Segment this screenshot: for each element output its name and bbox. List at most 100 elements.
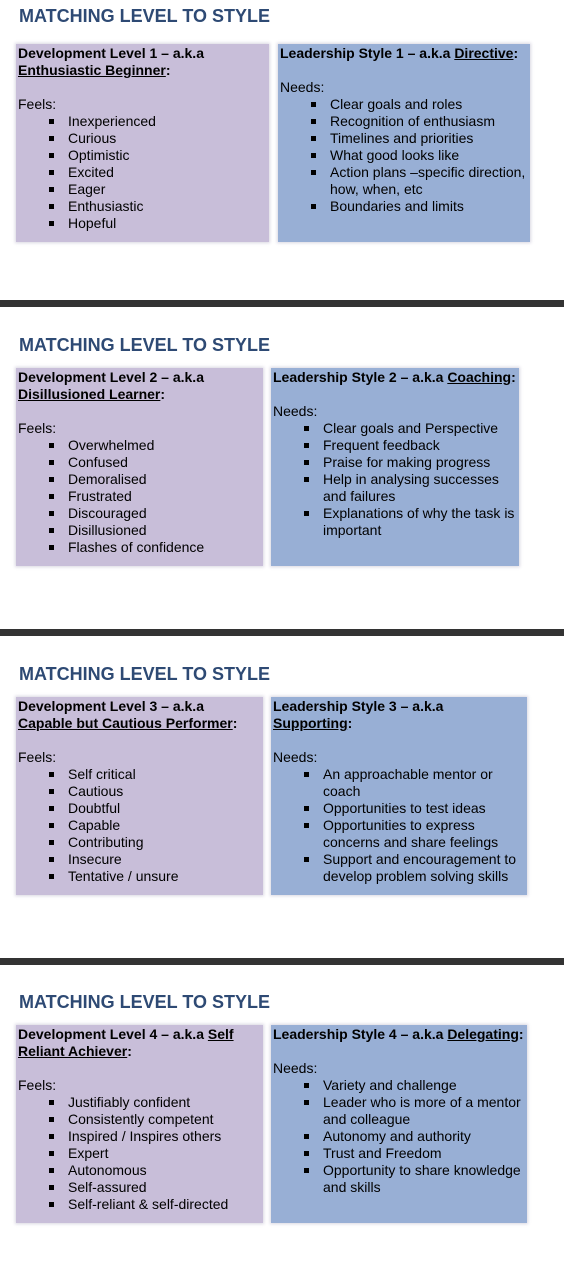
list-item: Tentative / unsure [48, 868, 261, 885]
heading-prefix: Development Level 3 – a.k.a [18, 698, 204, 714]
list-item: Self-assured [48, 1179, 261, 1196]
list-item: Opportunities to test ideas [303, 800, 525, 817]
leadership-style-name: Coaching [447, 369, 512, 385]
heading-prefix: Development Level 2 – a.k.a [18, 369, 204, 385]
needs-label: Needs: [273, 1060, 318, 1076]
leadership-style-heading: Leadership Style 3 – a.k.a Supporting: [273, 698, 525, 732]
heading-suffix: : [347, 715, 353, 731]
list-item: Opportunity to share knowledge and skill… [303, 1162, 525, 1196]
list-item: Confused [48, 454, 261, 471]
list-item: Support and encouragement to develop pro… [303, 851, 525, 885]
heading-suffix: : [513, 45, 519, 61]
feels-list: Self critical Cautious Doubtful Capable … [18, 766, 261, 885]
needs-label: Needs: [280, 79, 325, 95]
feels-list: Overwhelmed Confused Demoralised Frustra… [18, 437, 261, 556]
slide-2: MATCHING LEVEL TO STYLE Development Leve… [0, 329, 564, 629]
leadership-style-box: Leadership Style 2 – a.k.a Coaching: Nee… [271, 368, 519, 566]
list-item: Clear goals and roles [310, 96, 528, 113]
heading-prefix: Development Level 1 – a.k.a [18, 45, 204, 61]
development-level-heading: Development Level 1 – a.k.a Enthusiastic… [18, 45, 267, 79]
heading-suffix: : [511, 369, 516, 385]
list-item: Leader who is more of a mentor and colle… [303, 1094, 525, 1128]
list-item: Action plans –specific direction, how, w… [310, 164, 528, 198]
list-item: Cautious [48, 783, 261, 800]
needs-list: Clear goals and roles Recognition of ent… [280, 96, 528, 215]
list-item: Frequent feedback [303, 437, 517, 454]
heading-prefix: Leadership Style 1 – a.k.a [280, 45, 455, 61]
development-level-box: Development Level 3 – a.k.a Capable but … [16, 697, 263, 895]
slide-4: MATCHING LEVEL TO STYLE Development Leve… [0, 986, 564, 1286]
heading-prefix: Development Level 4 – a.k.a [18, 1026, 208, 1042]
slide-3: MATCHING LEVEL TO STYLE Development Leve… [0, 658, 564, 958]
list-item: An approachable mentor or coach [303, 766, 525, 800]
list-item: Variety and challenge [303, 1077, 525, 1094]
list-item: Demoralised [48, 471, 261, 488]
slide-divider [0, 629, 564, 636]
development-level-name: Enthusiastic Beginner [18, 62, 166, 78]
list-item: Overwhelmed [48, 437, 261, 454]
development-level-name: Self Reliant Achiever [18, 1026, 234, 1059]
needs-list: An approachable mentor or coach Opportun… [273, 766, 525, 885]
list-item: Enthusiastic [48, 198, 267, 215]
slide-title: MATCHING LEVEL TO STYLE [19, 992, 271, 1012]
leadership-style-box: Leadership Style 3 – a.k.a Supporting: N… [271, 697, 527, 895]
list-item: Boundaries and limits [310, 198, 528, 215]
slide-title: MATCHING LEVEL TO STYLE [19, 335, 271, 355]
development-level-box: Development Level 1 – a.k.a Enthusiastic… [16, 44, 269, 242]
list-item: Clear goals and Perspective [303, 420, 517, 437]
list-item: What good looks like [310, 147, 528, 164]
list-item: Excited [48, 164, 267, 181]
feels-label: Feels: [18, 749, 57, 765]
list-item: Capable [48, 817, 261, 834]
feels-label: Feels: [18, 1077, 57, 1093]
list-item: Contributing [48, 834, 261, 851]
development-level-heading: Development Level 3 – a.k.a Capable but … [18, 698, 261, 732]
list-item: Doubtful [48, 800, 261, 817]
list-item: Explanations of why the task is importan… [303, 505, 517, 539]
list-item: Expert [48, 1145, 261, 1162]
heading-prefix: Leadership Style 4 – a.k.a [273, 1026, 448, 1042]
feels-list: Justifiably confident Consistently compe… [18, 1094, 261, 1213]
feels-list: Inexperienced Curious Optimistic Excited… [18, 113, 267, 232]
development-level-heading: Development Level 2 – a.k.a Disillusione… [18, 369, 261, 403]
list-item: Recognition of enthusiasm [310, 113, 528, 130]
leadership-style-name: Delegating [447, 1026, 519, 1042]
development-level-heading: Development Level 4 – a.k.a Self Reliant… [18, 1026, 261, 1060]
heading-prefix: Leadership Style 3 – a.k.a [273, 698, 444, 714]
list-item: Autonomous [48, 1162, 261, 1179]
heading-suffix: : [127, 1043, 132, 1059]
list-item: Frustrated [48, 488, 261, 505]
slide-divider [0, 958, 564, 965]
leadership-style-heading: Leadership Style 2 – a.k.a Coaching: [273, 369, 517, 386]
list-item: Optimistic [48, 147, 267, 164]
needs-label: Needs: [273, 403, 318, 419]
leadership-style-heading: Leadership Style 1 – a.k.a Directive: [280, 45, 528, 62]
leadership-style-name: Directive [454, 45, 514, 61]
list-item: Flashes of confidence [48, 539, 261, 556]
heading-suffix: : [165, 62, 171, 78]
needs-label: Needs: [273, 749, 318, 765]
development-level-box: Development Level 2 – a.k.a Disillusione… [16, 368, 263, 566]
list-item: Consistently competent [48, 1111, 261, 1128]
leadership-style-heading: Leadership Style 4 – a.k.a Delegating: [273, 1026, 525, 1043]
heading-suffix: : [160, 386, 166, 402]
feels-label: Feels: [18, 96, 57, 112]
list-item: Self critical [48, 766, 261, 783]
leadership-style-box: Leadership Style 4 – a.k.a Delegating: N… [271, 1025, 527, 1223]
development-level-name: Disillusioned Learner [18, 386, 161, 402]
leadership-style-box: Leadership Style 1 – a.k.a Directive: Ne… [278, 44, 530, 242]
slide-title: MATCHING LEVEL TO STYLE [19, 6, 271, 26]
list-item: Justifiably confident [48, 1094, 261, 1111]
slide-divider [0, 300, 564, 307]
feels-label: Feels: [18, 420, 57, 436]
slide-title: MATCHING LEVEL TO STYLE [19, 664, 271, 684]
list-item: Disillusioned [48, 522, 261, 539]
heading-prefix: Leadership Style 2 – a.k.a [273, 369, 448, 385]
development-level-name: Capable but Cautious Performer [18, 715, 233, 731]
list-item: Eager [48, 181, 267, 198]
list-item: Inexperienced [48, 113, 267, 130]
leadership-style-name: Supporting [273, 715, 348, 731]
list-item: Autonomy and authority [303, 1128, 525, 1145]
needs-list: Clear goals and Perspective Frequent fee… [273, 420, 517, 539]
slide-1: MATCHING LEVEL TO STYLE Development Leve… [0, 0, 564, 300]
